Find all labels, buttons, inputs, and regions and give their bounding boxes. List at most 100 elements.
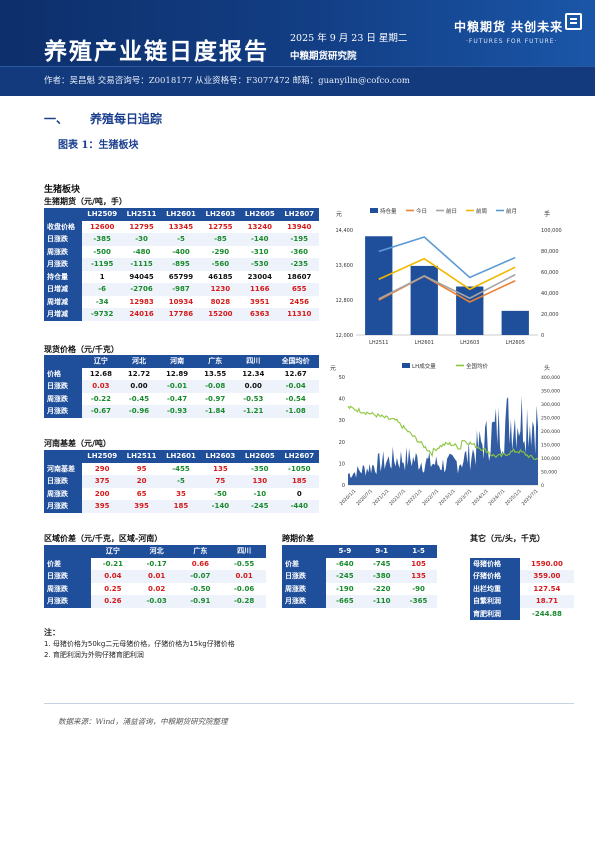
table-cell: 13940 — [287, 222, 312, 231]
left-tick-label: 50 — [339, 375, 345, 381]
right-tick-label: 50,000 — [541, 470, 557, 476]
right-tick-label: 100,000 — [541, 456, 560, 462]
table-row: 育肥利润 -244.88 — [470, 607, 574, 620]
block-title: 生猪板块 — [44, 185, 81, 195]
column-header: 四川 — [234, 355, 273, 368]
column-header: 河北 — [119, 355, 159, 368]
column-header: LH2603 — [200, 450, 241, 463]
right-tick-label: 200,000 — [541, 429, 560, 435]
table-cell: -365 — [400, 595, 437, 608]
data-source: 数据来源：Wind，涌益咨询，中粮期货研究院整理 — [58, 717, 228, 726]
legend-label: 前周 — [476, 207, 487, 215]
table-cell: 17786 — [161, 308, 201, 321]
table-cell: -0.22 — [90, 394, 111, 403]
table-cell: 0.01 — [134, 570, 179, 583]
row-label: 日涨跌 — [44, 570, 92, 583]
table-row: 周涨跌 -0.22 -0.45 -0.47 -0.97 -0.53 -0.54 — [44, 392, 319, 405]
series-line-3 — [378, 257, 516, 291]
x-tick-label: LH2601 — [415, 340, 434, 346]
table-cell: -244.88 — [531, 609, 562, 618]
table-cell: -1050 — [288, 464, 311, 473]
basis-title: 河南基差（元/吨） — [44, 438, 111, 448]
row-label: 日涨跌 — [44, 380, 82, 393]
table-cell: -530 — [240, 258, 280, 271]
table-cell: -5 — [161, 475, 201, 488]
table-cell: -90 — [412, 584, 425, 593]
column-header: LH2607 — [279, 450, 319, 463]
table-cell: -245 — [240, 500, 280, 513]
table-cell: 130 — [240, 475, 280, 488]
table-cell: 12.34 — [242, 369, 265, 378]
open-interest-price-chart: 元 手 12,000 12,800 13,600 14,400 0 20,000 40,000 6… — [336, 207, 562, 346]
table-cell: -0.54 — [285, 394, 306, 403]
region-table: 辽宁 河北 广东 四川 价差 -0.21 -0.17 0.66 -0.55 日涨跌 0.04 0.01… — [44, 545, 266, 608]
table-cell: 35 — [176, 489, 186, 498]
basis-table: LH2509 LH2511 LH2601 LH2603 LH2605 LH2607 河南基差… — [44, 450, 319, 513]
table-cell: -290 — [211, 247, 230, 256]
table-cell: -9732 — [82, 308, 122, 321]
left-tick-label: 14,400 — [336, 228, 354, 234]
table-cell: -85 — [200, 233, 241, 246]
row-label: 自繁利润 — [470, 595, 520, 608]
table-cell: 10934 — [168, 297, 194, 306]
row-label: 月涨跌 — [44, 258, 83, 271]
table-row: 月增减 -9732 24016 17786 15200 6363 11310 — [44, 308, 319, 321]
table-cell: 65 — [136, 489, 147, 498]
x-tick-label: 2024/1/1 — [471, 488, 490, 507]
column-header: LH2601 — [161, 450, 201, 463]
column-header: LH2509 — [82, 450, 122, 463]
row-label: 日涨跌 — [44, 475, 83, 488]
volume-area — [348, 395, 538, 485]
table-cell: 23004 — [247, 272, 272, 281]
left-tick-label: 13,600 — [336, 263, 354, 269]
table-cell: -30 — [121, 233, 162, 246]
column-header: LH2511 — [121, 208, 162, 221]
right-axis-label: 头 — [544, 364, 550, 372]
note-item: 2. 育肥利润为外购仔猪育肥利润 — [44, 651, 144, 659]
other-title: 其它（元/头，千克） — [470, 533, 545, 543]
table-cell: -0.96 — [119, 405, 159, 418]
row-label: 日增减 — [44, 283, 83, 296]
table-cell: 3951 — [250, 297, 270, 306]
table-cell: 12.67 — [284, 369, 307, 378]
table-cell: 95 — [136, 464, 147, 473]
table-row: 价差 -0.21 -0.17 0.66 -0.55 — [44, 557, 266, 570]
table-row: 月涨跌 -665 -110 -365 — [282, 595, 437, 608]
note-item: 1. 母猪价格为50kg二元母猪价格，仔猪价格为15kg仔猪价格 — [44, 640, 235, 648]
table-cell: -245 — [326, 570, 364, 583]
region-title: 区域价差（元/千克，区域-河南） — [44, 533, 163, 543]
table-cell: 0.04 — [91, 570, 135, 583]
table-row: 月涨跌 -0.67 -0.96 -0.93 -1.84 -1.21 -1.08 — [44, 405, 319, 418]
table-cell: 290 — [94, 464, 110, 473]
section-title: 一、 养殖每日追踪 — [44, 112, 163, 126]
table-cell: 18607 — [287, 272, 312, 281]
table-cell: -310 — [251, 247, 269, 256]
table-cell: -455 — [172, 464, 190, 473]
x-tick-label: 2021/7/1 — [388, 488, 407, 507]
table-cell: 0.03 — [81, 380, 120, 393]
row-label: 周涨跌 — [44, 392, 82, 405]
row-label: 月涨跌 — [44, 405, 82, 418]
table-cell: 12.68 — [89, 369, 112, 378]
table-cell: 655 — [279, 283, 319, 296]
right-tick-label: 40,000 — [541, 291, 559, 297]
table-cell: 375 — [82, 475, 122, 488]
table-cell: 1230 — [200, 283, 241, 296]
table-cell: -0.21 — [102, 559, 123, 568]
table-row: 河南基差 290 95 -455 135 -350 -1050 — [44, 462, 319, 475]
table-row: 出栏均重 127.54 — [470, 582, 574, 595]
table-cell: 135 — [213, 464, 228, 473]
table-cell: 12755 — [208, 222, 233, 231]
table-cell: -140 — [200, 500, 241, 513]
x-tick-label: LH2511 — [369, 340, 388, 346]
column-header: 广东 — [178, 545, 223, 558]
price-line — [347, 405, 539, 461]
report-date: 2025 年 9 月 23 日 星期二 — [290, 33, 408, 44]
table-row: 周涨跌 0.25 0.02 -0.50 -0.06 — [44, 582, 266, 595]
logo-mark-icon — [565, 13, 582, 30]
table-cell: -440 — [279, 500, 319, 513]
table-cell: 0.26 — [91, 595, 135, 608]
left-tick-label: 12,000 — [336, 333, 354, 339]
table-row: 持仓量 1 94045 65799 46185 23004 18607 — [44, 270, 319, 283]
table-cell: 359.00 — [519, 570, 574, 583]
